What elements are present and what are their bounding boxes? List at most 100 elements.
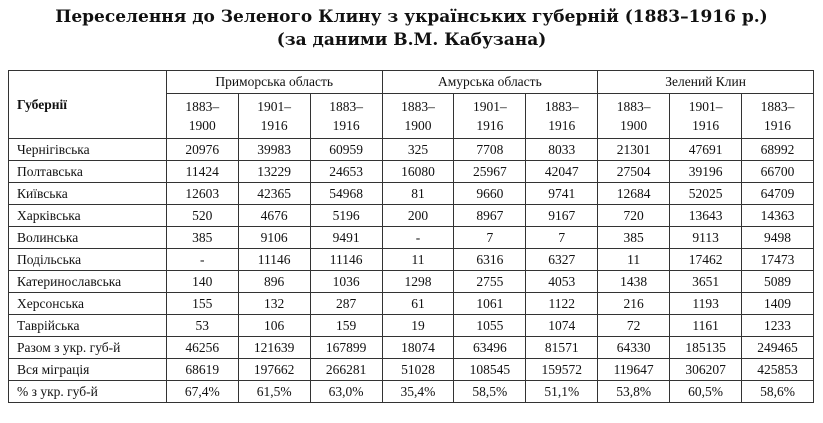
- value-cell: 8967: [453, 204, 527, 227]
- value-cell: 520: [165, 204, 239, 227]
- value-cell: 14363: [741, 204, 814, 227]
- value-cell: 51,1%: [525, 380, 599, 403]
- value-cell: 67,4%: [165, 380, 239, 403]
- table-row: Харківська 520 4676 5196 200 8967 9167 720 13643…: [8, 204, 814, 227]
- value-cell: 42047: [525, 160, 599, 183]
- period-start: 1883–: [616, 99, 651, 114]
- value-cell: 896: [237, 270, 311, 293]
- table-row: Чернігівська 20976 39983 60959 325 7708 8033 21…: [8, 138, 814, 161]
- value-cell: 61,5%: [237, 380, 311, 403]
- province-name-cell: Київська: [8, 182, 167, 205]
- value-cell: 216: [597, 292, 671, 315]
- period-end: 1916: [476, 118, 504, 133]
- value-cell: 325: [381, 138, 455, 161]
- value-cell: 185135: [669, 336, 743, 359]
- period-end: 1900: [404, 118, 432, 133]
- province-name-cell: Полтавська: [8, 160, 167, 183]
- period-start: 1883–: [544, 99, 579, 114]
- period-header-cell: 1901– 1916: [453, 93, 527, 139]
- region-header-row: Губернії Приморська область Амурська обл…: [8, 70, 814, 139]
- value-cell: 24653: [309, 160, 383, 183]
- value-cell: 1161: [669, 314, 743, 337]
- value-cell: 1061: [453, 292, 527, 315]
- value-cell: 11424: [165, 160, 239, 183]
- table-row: % з укр. губ-й 67,4% 61,5% 63,0% 35,4% 58,5% 5…: [8, 380, 814, 403]
- value-cell: 9660: [453, 182, 527, 205]
- province-name-cell: Вся міграція: [8, 358, 167, 381]
- title-line-1: Переселення до Зеленого Клину з українсь…: [55, 7, 768, 27]
- table-row: Разом з укр. губ-й 46256 121639 167899 18074…: [8, 336, 814, 359]
- value-cell: 20976: [165, 138, 239, 161]
- value-cell: 52025: [669, 182, 743, 205]
- value-cell: -: [381, 226, 455, 249]
- value-cell: 5196: [309, 204, 383, 227]
- province-name-cell: Таврійська: [8, 314, 167, 337]
- province-name-cell: Подільська: [8, 248, 167, 271]
- value-cell: 60,5%: [669, 380, 743, 403]
- document-title: Переселення до Зеленого Клину з українсь…: [0, 6, 823, 52]
- period-header-cell: 1883– 1900: [381, 93, 455, 139]
- value-cell: 11146: [237, 248, 311, 271]
- value-cell: 11146: [309, 248, 383, 271]
- period-start: 1901–: [472, 99, 507, 114]
- value-cell: 119647: [597, 358, 671, 381]
- province-name-cell: % з укр. губ-й: [8, 380, 167, 403]
- value-cell: 81571: [525, 336, 599, 359]
- period-end: 1900: [620, 118, 648, 133]
- value-cell: 385: [597, 226, 671, 249]
- value-cell: 72: [597, 314, 671, 337]
- province-name-cell: Чернігівська: [8, 138, 167, 161]
- period-header-cell: 1901– 1916: [237, 93, 311, 139]
- value-cell: 200: [381, 204, 455, 227]
- value-cell: 108545: [453, 358, 527, 381]
- period-start: 1883–: [760, 99, 795, 114]
- value-cell: 5089: [741, 270, 814, 293]
- period-header-cell: 1883– 1916: [741, 93, 814, 139]
- value-cell: 19: [381, 314, 455, 337]
- value-cell: 7: [525, 226, 599, 249]
- value-cell: 1298: [381, 270, 455, 293]
- value-cell: 1074: [525, 314, 599, 337]
- period-end: 1916: [260, 118, 288, 133]
- period-header-cell: 1883– 1900: [597, 93, 671, 139]
- value-cell: 21301: [597, 138, 671, 161]
- period-start: 1883–: [185, 99, 220, 114]
- title-line-2: (за даними В.М. Кабузана): [276, 30, 547, 50]
- table-row: Вся міграція 68619 197662 266281 51028 108545…: [8, 358, 814, 381]
- value-cell: 58,6%: [741, 380, 814, 403]
- value-cell: 3651: [669, 270, 743, 293]
- province-name-cell: Харківська: [8, 204, 167, 227]
- value-cell: 306207: [669, 358, 743, 381]
- value-cell: 159572: [525, 358, 599, 381]
- value-cell: 1409: [741, 292, 814, 315]
- table-row: Херсонська 155 132 287 61 1061 1122 216 1193 1409: [8, 292, 814, 315]
- period-header-cell: 1901– 1916: [669, 93, 743, 139]
- value-cell: 7: [453, 226, 527, 249]
- value-cell: 1055: [453, 314, 527, 337]
- value-cell: 12603: [165, 182, 239, 205]
- value-cell: 167899: [309, 336, 383, 359]
- period-start: 1883–: [329, 99, 363, 114]
- table-row: Волинська 385 9106 9491-7 7 385 9113 9498: [8, 226, 814, 249]
- period-start: 1883–: [401, 99, 435, 114]
- value-cell: 64709: [741, 182, 814, 205]
- value-cell: 63496: [453, 336, 527, 359]
- value-cell: 27504: [597, 160, 671, 183]
- value-cell: 4053: [525, 270, 599, 293]
- value-cell: 9498: [741, 226, 814, 249]
- value-cell: 9167: [525, 204, 599, 227]
- value-cell: 51028: [381, 358, 455, 381]
- value-cell: 54968: [309, 182, 383, 205]
- province-name-cell: Волинська: [8, 226, 167, 249]
- period-end: 1900: [188, 118, 216, 133]
- value-cell: 11: [381, 248, 455, 271]
- value-cell: 42365: [237, 182, 311, 205]
- value-cell: 249465: [741, 336, 814, 359]
- value-cell: 17462: [669, 248, 743, 271]
- value-cell: 287: [309, 292, 383, 315]
- migration-table: Губернії Приморська область Амурська обл…: [8, 70, 814, 403]
- value-cell: 60959: [309, 138, 383, 161]
- value-cell: 68619: [165, 358, 239, 381]
- value-cell: 1233: [741, 314, 814, 337]
- value-cell: 39196: [669, 160, 743, 183]
